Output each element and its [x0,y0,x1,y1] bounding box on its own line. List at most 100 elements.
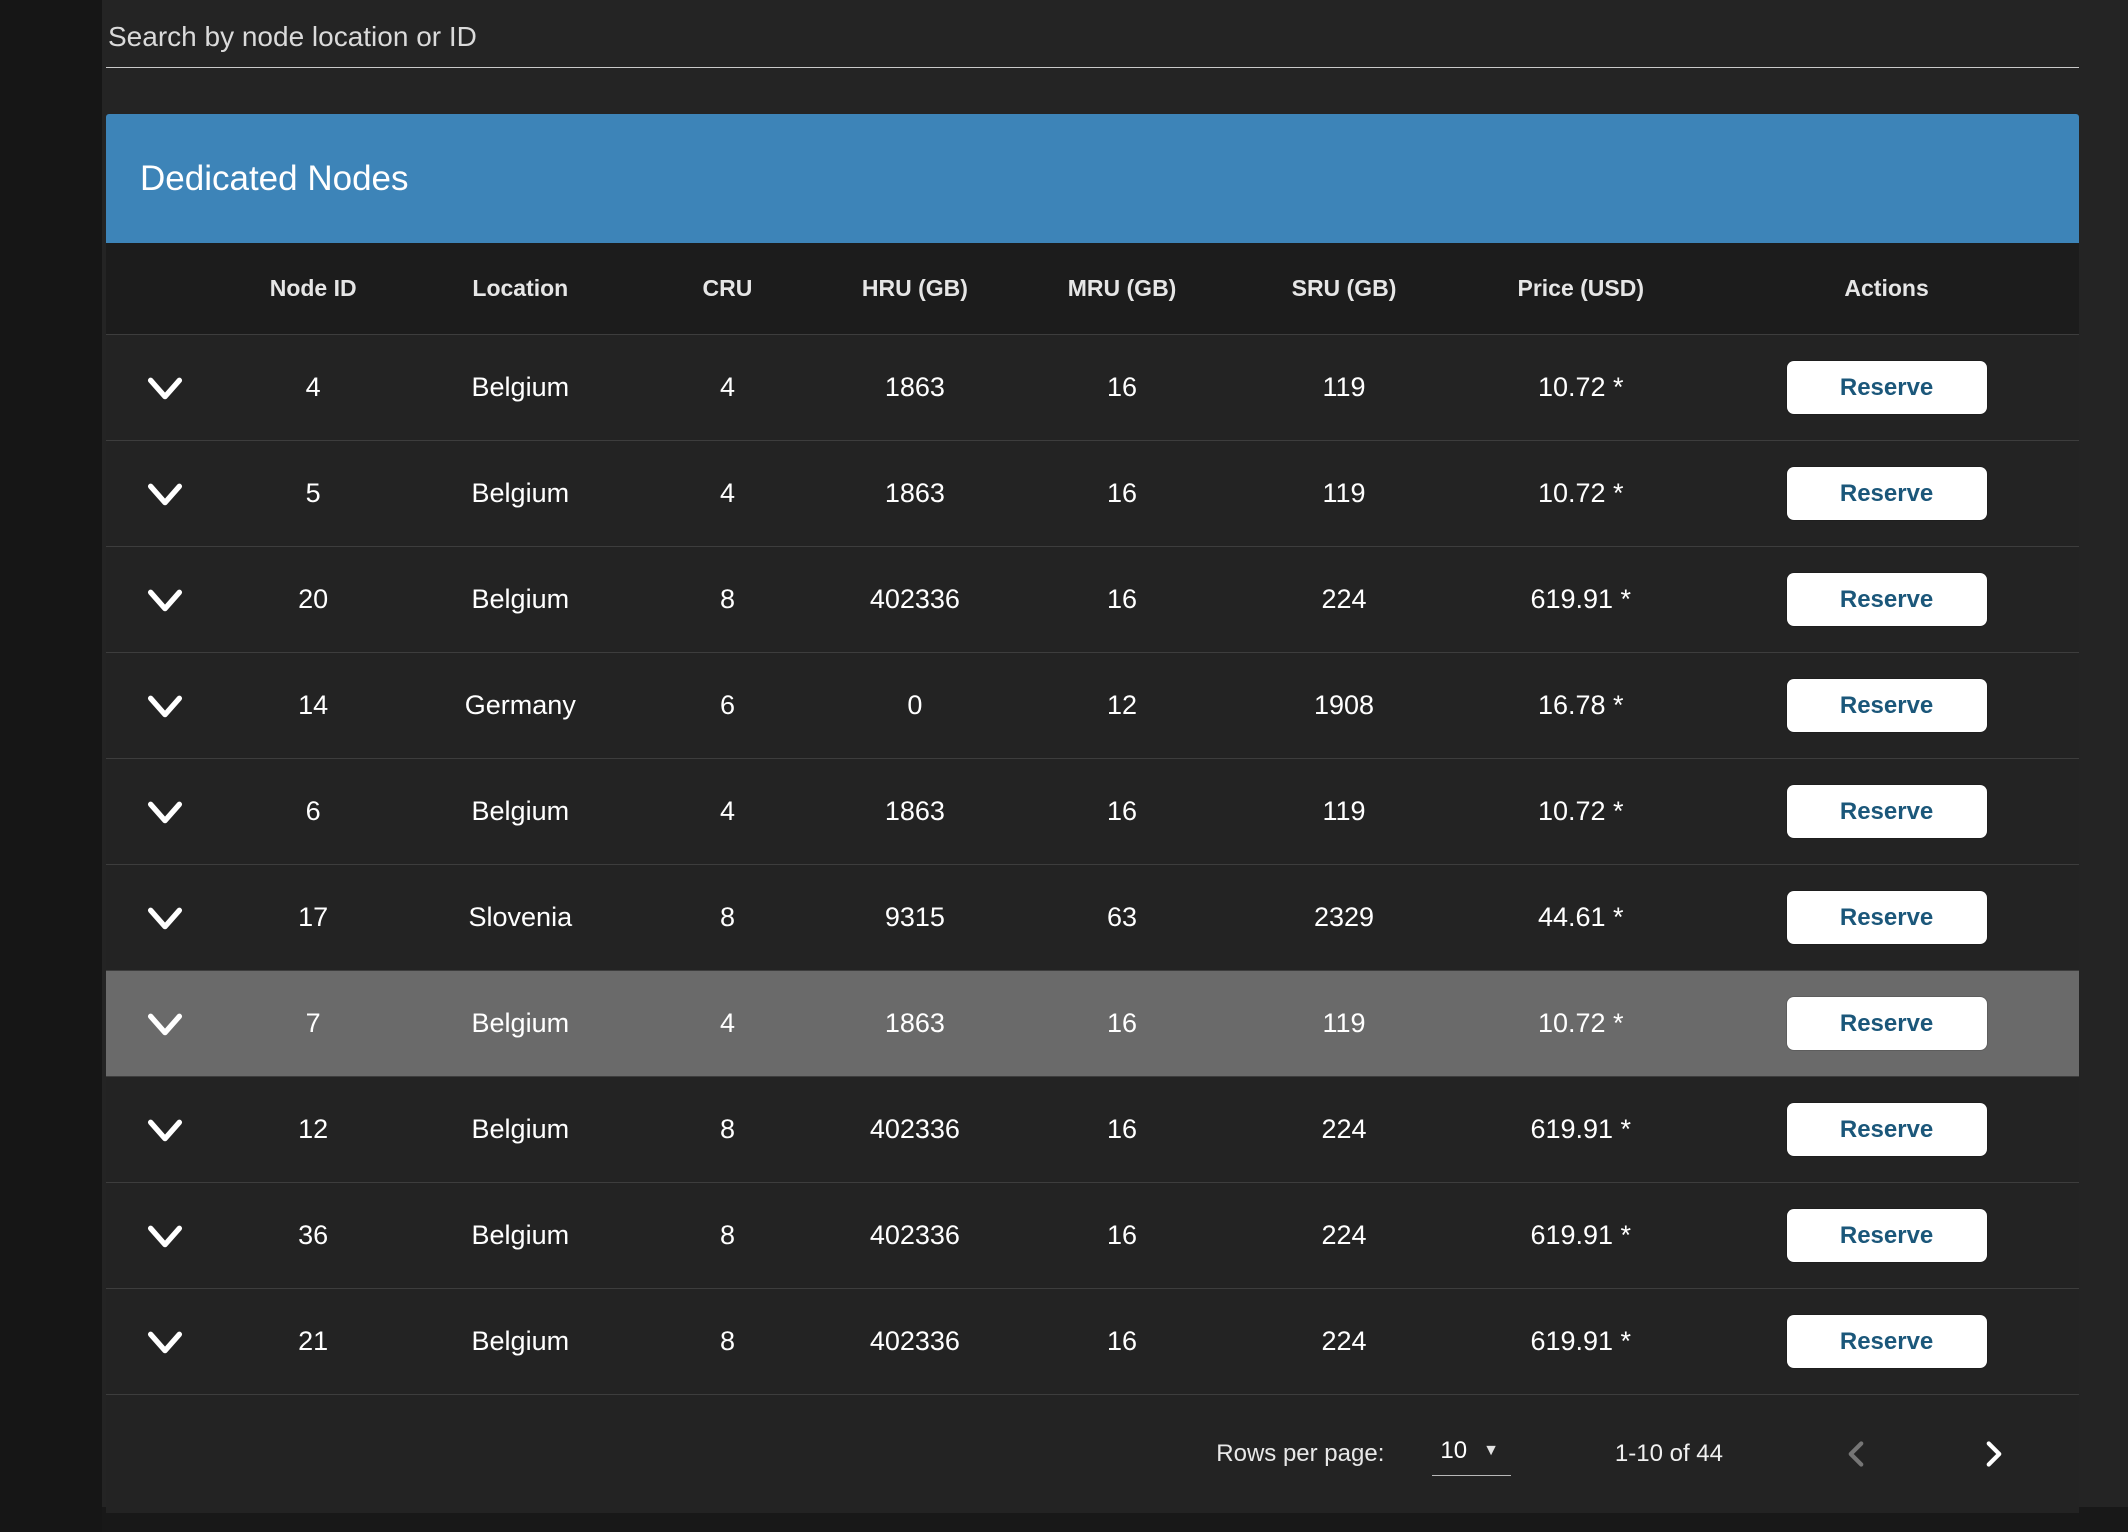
expand-row-button[interactable] [142,365,188,411]
mru-cell: 16 [1107,1008,1138,1038]
cru-cell: 8 [719,1220,735,1250]
chevron-down-icon [148,1225,183,1247]
sru-cell: 224 [1321,584,1367,614]
price-cell: 10.72 * [1537,478,1624,508]
rows-per-page-select[interactable]: 10 ▼ [1432,1433,1511,1476]
location-cell: Belgium [471,1220,570,1250]
reserve-button[interactable]: Reserve [1786,679,1987,732]
cru-cell: 6 [719,690,735,720]
table-row: 14 Germany 6 0 12 1908 16.78 * Reserve [106,652,2079,758]
sru-cell: 224 [1321,1326,1367,1356]
chevron-down-icon [148,483,183,505]
reserve-button[interactable]: Reserve [1786,1103,1987,1156]
chevron-down-icon [148,377,183,399]
expand-row-button[interactable] [142,577,188,623]
price-cell: 44.61 * [1537,902,1624,932]
node-id-cell: 17 [298,902,329,932]
table-header-row: Node ID Location CRU HRU (GB) MRU (GB) S… [106,243,2079,334]
node-id-cell: 4 [305,372,321,402]
column-header-node-id: Node ID [269,275,357,301]
location-cell: Belgium [471,1008,570,1038]
expand-row-button[interactable] [142,683,188,729]
sru-cell: 119 [1322,796,1366,826]
sru-cell: 119 [1322,372,1366,402]
expand-row-button[interactable] [142,1319,188,1365]
table-row: 21 Belgium 8 402336 16 224 619.91 * Rese… [106,1288,2079,1394]
location-cell: Belgium [471,478,570,508]
reserve-button[interactable]: Reserve [1786,997,1987,1050]
cru-cell: 8 [719,584,735,614]
expand-row-button[interactable] [142,471,188,517]
chevron-down-icon [148,1119,183,1141]
dedicated-nodes-card: Dedicated Nodes Node ID Location CRU HRU… [106,114,2079,1513]
hru-cell: 402336 [869,584,960,614]
reserve-button[interactable]: Reserve [1786,891,1987,944]
mru-cell: 16 [1107,1114,1138,1144]
page-title: Dedicated Nodes [140,158,409,198]
price-cell: 10.72 * [1537,372,1624,402]
node-id-cell: 7 [305,1008,321,1038]
dropdown-arrow-icon: ▼ [1483,1441,1499,1459]
location-cell: Belgium [471,372,570,402]
previous-page-button[interactable] [1835,1433,1877,1475]
hru-cell: 1863 [884,478,945,508]
next-page-button[interactable] [1973,1433,2015,1475]
reserve-button[interactable]: Reserve [1786,1315,1987,1368]
node-id-cell: 12 [298,1114,329,1144]
hru-cell: 1863 [884,372,945,402]
price-cell: 619.91 * [1530,1220,1632,1250]
hru-cell: 402336 [869,1220,960,1250]
hru-cell: 9315 [884,902,945,932]
cru-cell: 8 [719,902,735,932]
price-cell: 619.91 * [1530,1114,1632,1144]
left-gutter [0,0,102,1532]
chevron-down-icon [148,801,183,823]
expand-row-button[interactable] [142,1213,188,1259]
cru-cell: 8 [719,1326,735,1356]
hru-cell: 1863 [884,1008,945,1038]
chevron-down-icon [148,907,183,929]
mru-cell: 16 [1107,584,1138,614]
mru-cell: 63 [1107,902,1138,932]
table-row: 6 Belgium 4 1863 16 119 10.72 * Reserve [106,758,2079,864]
search-input[interactable] [106,16,2079,68]
expand-row-button[interactable] [142,895,188,941]
reserve-button[interactable]: Reserve [1786,361,1987,414]
mru-cell: 16 [1107,478,1138,508]
table-row: 5 Belgium 4 1863 16 119 10.72 * Reserve [106,440,2079,546]
sru-cell: 2329 [1313,902,1375,932]
price-cell: 10.72 * [1537,796,1624,826]
location-cell: Belgium [471,584,570,614]
location-cell: Belgium [471,1114,570,1144]
column-header-sru: SRU (GB) [1291,275,1397,301]
price-cell: 16.78 * [1537,690,1624,720]
node-id-cell: 6 [305,796,321,826]
expand-row-button[interactable] [142,1001,188,1047]
table-body: 4 Belgium 4 1863 16 119 10.72 * Reserve … [106,334,2079,1394]
chevron-down-icon [148,695,183,717]
chevron-right-icon [1986,1441,2002,1467]
reserve-button[interactable]: Reserve [1786,1209,1987,1262]
cru-cell: 4 [719,796,735,826]
hru-cell: 0 [907,690,923,720]
mru-cell: 16 [1107,796,1138,826]
column-header-cru: CRU [702,275,753,301]
price-cell: 619.91 * [1530,1326,1632,1356]
mru-cell: 16 [1107,1220,1138,1250]
table-row: 12 Belgium 8 402336 16 224 619.91 * Rese… [106,1076,2079,1182]
price-cell: 619.91 * [1530,584,1632,614]
pagination: Rows per page: 10 ▼ 1-10 of 44 [106,1394,2079,1513]
location-cell: Belgium [471,796,570,826]
reserve-button[interactable]: Reserve [1786,573,1987,626]
reserve-button[interactable]: Reserve [1786,467,1987,520]
node-id-cell: 21 [298,1326,329,1356]
rows-per-page-value: 10 [1440,1436,1468,1464]
cru-cell: 8 [719,1114,735,1144]
node-id-cell: 20 [298,584,329,614]
chevron-left-icon [1848,1441,1864,1467]
hru-cell: 1863 [884,796,945,826]
expand-row-button[interactable] [142,789,188,835]
reserve-button[interactable]: Reserve [1786,785,1987,838]
expand-row-button[interactable] [142,1107,188,1153]
sru-cell: 224 [1321,1220,1367,1250]
